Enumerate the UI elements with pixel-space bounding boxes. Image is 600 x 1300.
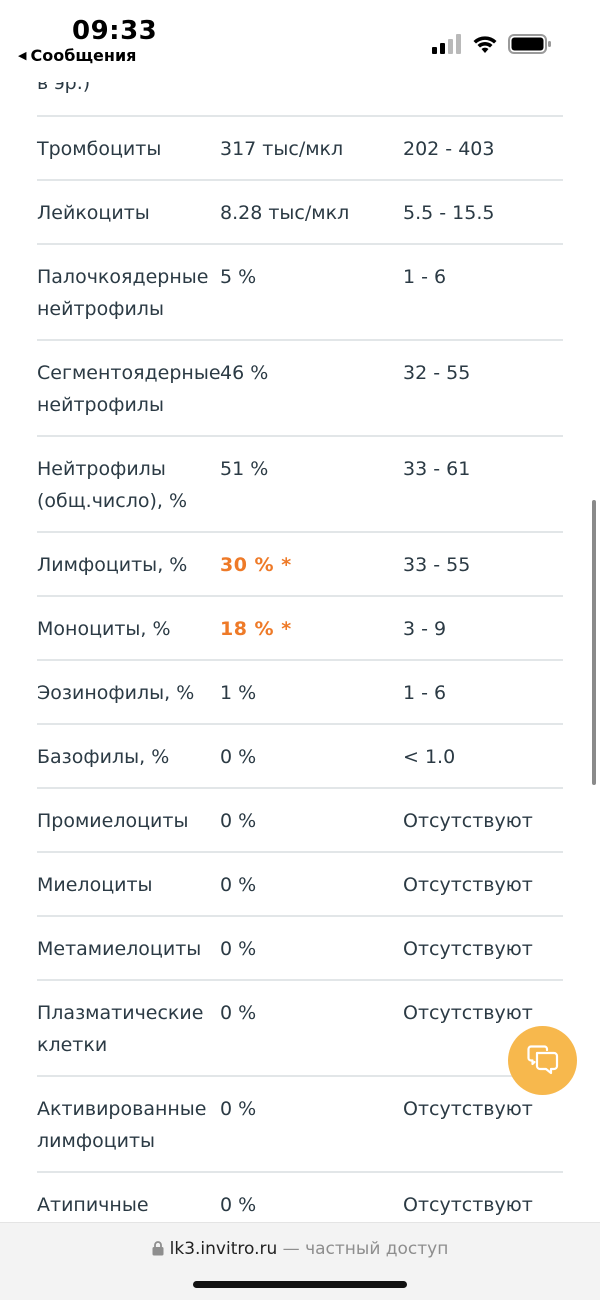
test-value: 0 % [220,938,257,960]
table-row: Промиелоциты 0 % Отсутствуют [37,789,563,853]
lock-icon [152,1241,164,1256]
reference-range: 32 - 55 [403,362,471,384]
scroll-indicator[interactable] [592,500,596,785]
test-value: 317 тыс/мкл [220,138,344,160]
table-row: Моноциты, % 18 % * 3 - 9 [37,597,563,661]
chat-bubbles-icon [526,1044,558,1074]
cellular-signal-icon [432,34,461,54]
test-name-line: нейтрофилы [37,298,164,320]
reference-range: 5.5 - 15.5 [403,202,495,224]
reference-range: Отсутствуют [403,1002,533,1024]
test-name: Тромбоциты [37,138,162,160]
table-row: Плазматические клетки 0 % Отсутствуют [37,981,563,1077]
test-name-line: нейтрофилы [37,394,164,416]
results-table: в эр.) Тромбоциты 317 тыс/мкл 202 - 403 … [37,82,563,1237]
reference-range: Отсутствуют [403,874,533,896]
test-value: 1 % [220,682,257,704]
test-name: Нейтрофилы (общ.число), % [37,453,220,531]
test-name: Лейкоциты [37,202,150,224]
reference-range: 33 - 55 [403,554,471,576]
back-label: Сообщения [30,46,137,65]
chat-button[interactable] [508,1026,577,1095]
test-name-line: лимфоциты [37,1130,156,1152]
test-name-line: Плазматические [37,1002,204,1024]
table-row: Эозинофилы, % 1 % 1 - 6 [37,661,563,725]
test-name: Лимфоциты, % [37,554,188,576]
test-name: Моноциты, % [37,618,171,640]
table-row: Лимфоциты, % 30 % * 33 - 55 [37,533,563,597]
test-name: Плазматические клетки [37,997,220,1075]
reference-range: 202 - 403 [403,138,495,160]
table-row: Палочкоядерные нейтрофилы 5 % 1 - 6 [37,245,563,341]
test-value: 51 % [220,458,269,480]
url-domain: lk3.invitro.ru [169,1239,278,1259]
table-row: Лейкоциты 8.28 тыс/мкл 5.5 - 15.5 [37,181,563,245]
browser-address-bar[interactable]: lk3.invitro.ru — частный доступ [0,1222,600,1300]
test-name-line: Сегментоядерные [37,362,221,384]
back-to-messages-button[interactable]: ◀ Сообщения [18,46,136,65]
test-value: 46 % [220,362,269,384]
test-value: 0 % [220,1098,257,1120]
cut-row-text: в эр.) [37,82,91,94]
test-value: 0 % [220,746,257,768]
test-name-line: Активированные [37,1098,207,1120]
reference-range: Отсутствуют [403,1098,533,1120]
test-name: Промиелоциты [37,810,189,832]
test-value: 5 % [220,266,257,288]
table-row: Миелоциты 0 % Отсутствуют [37,853,563,917]
test-name-line: (общ.число), % [37,490,188,512]
test-name: Миелоциты [37,874,153,896]
test-name: Эозинофилы, % [37,682,195,704]
reference-range: Отсутствуют [403,1194,533,1216]
status-bar: 09:33 ◀ Сообщения [0,0,600,72]
table-row: Базофилы, % 0 % < 1.0 [37,725,563,789]
reference-range: 3 - 9 [403,618,447,640]
test-name: Атипичные [37,1194,149,1216]
test-value: 0 % [220,1002,257,1024]
test-value-abnormal: 30 % * [220,554,292,576]
test-name: Активированные лимфоциты [37,1093,220,1171]
status-time: 09:33 [72,16,158,46]
test-value: 0 % [220,1194,257,1216]
test-name: Метамиелоциты [37,938,202,960]
test-name-line: Нейтрофилы [37,458,166,480]
test-name: Сегментоядерные нейтрофилы [37,357,221,435]
test-name-line: Палочкоядерные [37,266,209,288]
table-row: Метамиелоциты 0 % Отсутствуют [37,917,563,981]
table-row: Активированные лимфоциты 0 % Отсутствуют [37,1077,563,1173]
reference-range: 1 - 6 [403,682,447,704]
test-value: 0 % [220,810,257,832]
test-value: 0 % [220,874,257,896]
back-triangle-icon: ◀ [18,49,27,62]
table-row: Сегментоядерные нейтрофилы 46 % 32 - 55 [37,341,563,437]
reference-range: Отсутствуют [403,938,533,960]
table-row: Нейтрофилы (общ.число), % 51 % 33 - 61 [37,437,563,533]
test-name-line: клетки [37,1034,108,1056]
battery-icon [508,34,551,54]
reference-range: 1 - 6 [403,266,447,288]
test-value: 8.28 тыс/мкл [220,202,350,224]
reference-range: < 1.0 [403,746,456,768]
private-access-label: — частный доступ [282,1239,449,1259]
reference-range: Отсутствуют [403,810,533,832]
url-line[interactable]: lk3.invitro.ru — частный доступ [0,1239,600,1259]
table-row-cut: в эр.) [37,82,563,117]
wifi-icon [473,36,497,53]
test-name: Базофилы, % [37,746,170,768]
table-row: Тромбоциты 317 тыс/мкл 202 - 403 [37,117,563,181]
test-value-abnormal: 18 % * [220,618,292,640]
home-indicator[interactable] [193,1281,407,1288]
test-name: Палочкоядерные нейтрофилы [37,261,220,339]
reference-range: 33 - 61 [403,458,471,480]
status-icons [432,34,552,54]
